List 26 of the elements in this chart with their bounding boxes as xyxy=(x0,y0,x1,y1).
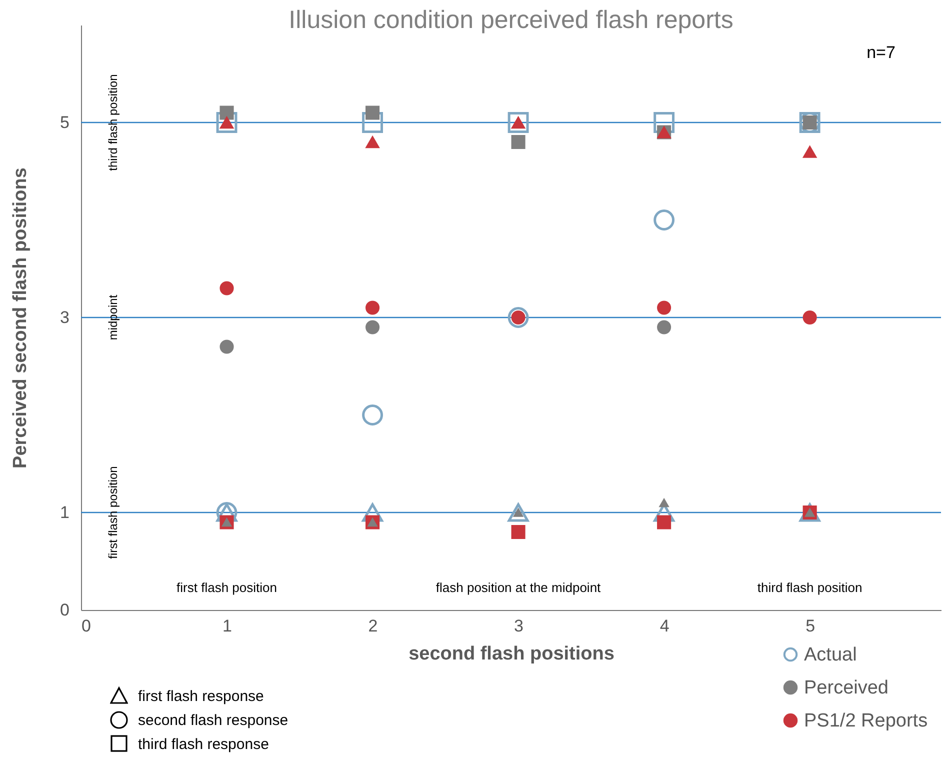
x-axis-title: second flash positions xyxy=(408,644,614,664)
chart-title: Illusion condition perceived flash reports xyxy=(288,6,734,34)
y-tick-label: 3 xyxy=(60,308,70,327)
ref-line-label: midpoint xyxy=(106,294,120,340)
text: second flash response xyxy=(138,712,288,728)
y-tick-label: 0 xyxy=(60,600,70,620)
y-tick-label: 5 xyxy=(60,113,70,132)
legend-label: PS1/2 Reports xyxy=(804,710,928,732)
annotation: n=7 xyxy=(866,43,896,62)
x-tick-label: 3 xyxy=(514,616,524,636)
x-tick-label: 4 xyxy=(660,616,670,636)
text: first flash response xyxy=(138,688,264,704)
x-tick-label: 5 xyxy=(806,616,816,636)
ref-line-label: third flash position xyxy=(106,74,120,171)
annotation: first flash position xyxy=(176,580,277,595)
text: third flash response xyxy=(138,736,269,752)
x-tick-label: 1 xyxy=(222,616,232,636)
annotation: third flash position xyxy=(757,580,862,595)
legend-label: Perceived xyxy=(804,678,888,698)
y-axis-title: Perceived second flash positions xyxy=(10,168,32,468)
ref-line-label: first flash position xyxy=(106,466,120,559)
x-tick-label: 0 xyxy=(82,616,91,636)
annotation: flash position at the midpoint xyxy=(436,580,602,595)
x-tick-label: 2 xyxy=(368,616,378,636)
y-tick-label: 1 xyxy=(60,503,70,522)
legend-label: Actual xyxy=(804,644,857,666)
